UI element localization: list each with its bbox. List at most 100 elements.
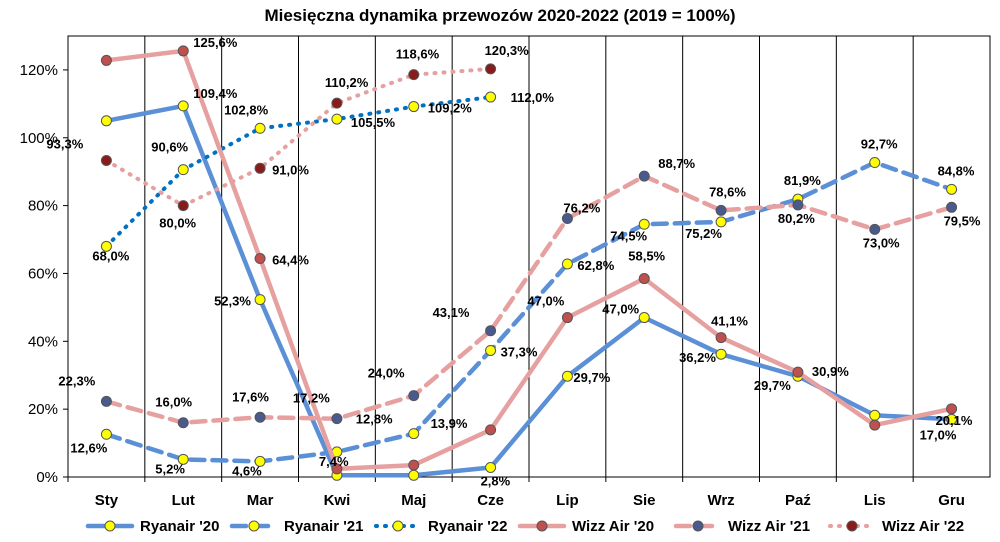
data-point [408,459,420,471]
data-label: 84,8% [938,163,975,178]
x-tick-label: Lip [556,492,579,509]
data-point [869,223,881,235]
y-tick-label: 20% [28,401,58,418]
data-label: 105,5% [351,115,396,130]
data-point [254,122,266,134]
data-point [331,113,343,125]
data-point [100,115,112,127]
legend-label: Wizz Air '22 [882,518,964,535]
data-label: 125,6% [193,35,238,50]
legend-marker [104,520,116,532]
legend-marker [692,520,704,532]
x-tick-label: Lut [172,492,195,509]
data-label: 47,0% [527,294,564,309]
data-label: 47,0% [602,302,639,317]
data-point [946,403,958,415]
data-point [792,366,804,378]
data-label: 62,8% [577,258,614,273]
data-label: 17,0% [920,427,957,442]
data-label: 92,7% [861,137,898,152]
data-point [946,183,958,195]
data-point [408,390,420,402]
data-label: 91,0% [272,162,309,177]
data-label: 7,4% [319,454,349,469]
x-tick-label: Gru [938,492,965,509]
data-point [254,253,266,265]
data-point [638,312,650,324]
data-label: 41,1% [711,314,748,329]
data-point [100,154,112,166]
y-tick-label: 40% [28,333,58,350]
data-point [177,45,189,57]
legend-marker [536,520,548,532]
y-tick-label: 120% [20,62,58,79]
legend-label: Wizz Air '20 [572,518,654,535]
data-label: 12,8% [356,412,393,427]
legend-marker [392,520,404,532]
legend-label: Ryanair '22 [428,518,507,535]
data-label: 12,6% [70,440,107,455]
data-label: 75,2% [685,226,722,241]
data-label: 93,3% [46,136,83,151]
data-label: 109,2% [428,101,473,116]
data-label: 90,6% [151,140,188,155]
axis-layer: 0% 20% 40% 60% 80% 100% 120% Sty Lut Mar Kwi Maj Cze… [20,62,965,509]
y-tick-label: 100% [20,130,58,147]
data-label: 118,6% [396,47,440,62]
data-point [715,332,727,344]
data-label: 76,2% [563,201,600,216]
data-point [946,413,958,425]
data-point [638,273,650,285]
data-point [100,395,112,407]
data-point [561,258,573,270]
legend: Ryanair '20 Ryanair '21 Ryanair '22 Wizz Ai… [85,518,964,535]
data-label: 102,8% [224,102,269,117]
chart-title: Miesięczna dynamika przewozów 2020-2022 … [264,6,736,25]
data-point [715,204,727,216]
data-point [100,428,112,440]
data-label: 79,5% [944,213,981,228]
data-label: 58,5% [628,249,665,264]
data-point [100,54,112,66]
y-tick-label: 80% [28,198,58,215]
data-point [177,453,189,465]
data-label: 4,6% [232,463,262,478]
grid-layer [67,35,991,478]
data-point [408,469,420,481]
data-label: 68,0% [92,248,129,263]
series-line-2 [104,95,493,249]
legend-label: Wizz Air '21 [728,518,810,535]
data-label: 112,0% [511,90,555,105]
data-label: 2,8% [481,474,511,489]
data-label: 37,3% [501,344,538,359]
data-point [561,213,573,225]
data-label: 5,2% [155,461,185,476]
x-tick-label: Sie [633,492,656,509]
legend-label: Ryanair '20 [140,518,219,535]
data-label: 120,3% [485,43,530,58]
data-point [561,312,573,324]
data-label: 22,3% [58,373,95,388]
data-label: 73,0% [863,235,900,250]
data-point [177,417,189,429]
data-point [254,455,266,467]
data-point [177,164,189,176]
data-label: 110,2% [325,75,369,90]
series-layer [100,45,958,481]
data-point [561,370,573,382]
data-point [485,91,497,103]
y-tick-label: 0% [36,469,58,486]
data-label: 80,0% [159,216,196,231]
data-point [715,348,727,360]
data-point [331,97,343,109]
data-point [485,63,497,75]
data-label: 24,0% [368,366,405,381]
data-point [485,462,497,474]
legend-label: Ryanair '21 [284,518,363,535]
data-point [869,419,881,431]
data-point [254,294,266,306]
x-tick-label: Kwi [324,492,351,509]
data-point [177,200,189,212]
data-point [254,162,266,174]
